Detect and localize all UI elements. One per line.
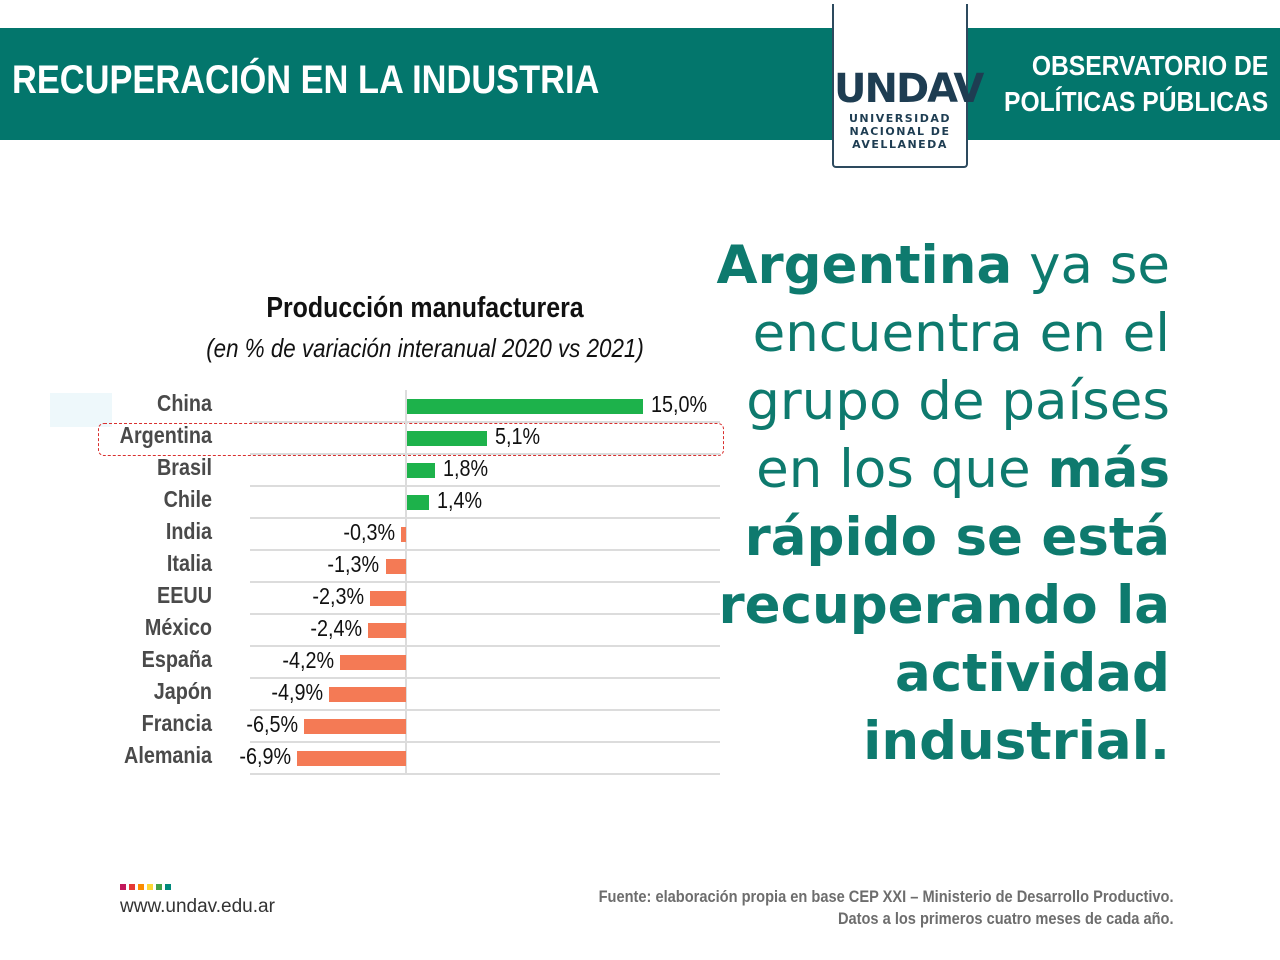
gridline <box>250 613 720 615</box>
value-label: -2,3% <box>312 583 364 609</box>
bar-brasil <box>407 463 436 478</box>
headline-bold-1: Argentina <box>716 235 1013 296</box>
headline-bold-2: más rápido se está recuperando la activi… <box>718 439 1170 772</box>
value-label: -1,3% <box>327 551 380 577</box>
website-url[interactable]: www.undav.edu.ar <box>120 896 275 917</box>
value-label: 15,0% <box>651 391 708 417</box>
observatorio-line-2: POLÍTICAS PÚBLICAS <box>1003 86 1268 117</box>
brand-dot <box>147 884 153 890</box>
value-label: 1,8% <box>443 455 489 481</box>
category-label: Italia <box>166 550 212 576</box>
value-label: -6,9% <box>239 743 292 769</box>
gridline <box>250 421 720 423</box>
value-label: 1,4% <box>437 487 483 513</box>
category-label: EEUU <box>157 582 212 608</box>
undav-logo: UNDAV UNIVERSIDAD NACIONAL DE AVELLANEDA <box>832 4 984 168</box>
bar-italia <box>385 559 406 574</box>
category-label: China <box>157 390 212 416</box>
bar-china <box>407 399 643 414</box>
highlight-tint <box>50 393 112 427</box>
logo-line-2: NACIONAL DE <box>849 125 951 138</box>
header-banner <box>0 28 1280 140</box>
value-label: -0,3% <box>343 519 396 545</box>
bar-japón <box>328 687 406 702</box>
gridline <box>250 581 720 583</box>
logo-line-1: UNIVERSIDAD <box>848 112 952 125</box>
bar-francia <box>303 719 406 734</box>
chart-subtitle: (en % de variación interanual 2020 vs 20… <box>206 333 644 363</box>
headline-text: ya se encuentra en el grupo de países en… <box>746 235 1170 500</box>
brand-dot <box>120 884 126 890</box>
brand-dot <box>165 884 171 890</box>
bar-chile <box>407 495 430 510</box>
category-label: Argentina <box>119 422 212 448</box>
value-label: -6,5% <box>246 711 298 737</box>
gridline <box>250 453 720 455</box>
source-note: Fuente: elaboración propia en base CEP X… <box>599 886 1174 930</box>
value-label: -2,4% <box>310 615 363 641</box>
brand-dot <box>138 884 144 890</box>
source-line-2: Datos a los primeros cuatro meses de cad… <box>838 909 1174 928</box>
value-label: 5,1% <box>495 423 541 449</box>
bar-eeuu <box>369 591 406 606</box>
value-label: -4,2% <box>282 647 334 673</box>
category-label: México <box>144 614 212 640</box>
bar-alemania <box>297 751 406 766</box>
category-label: España <box>141 646 212 672</box>
category-label: Chile <box>163 486 212 512</box>
source-line-1: Fuente: elaboración propia en base CEP X… <box>599 887 1174 906</box>
gridline <box>250 517 720 519</box>
value-label: -4,9% <box>271 679 323 705</box>
gridline <box>250 485 720 487</box>
bar-españa <box>339 655 406 670</box>
brand-dot <box>129 884 135 890</box>
logo-wordmark: UNDAV <box>834 66 984 112</box>
category-label: India <box>165 518 212 544</box>
gridline <box>250 741 720 743</box>
category-label: Japón <box>153 678 212 704</box>
chart-title: Producción manufacturera <box>266 292 584 324</box>
gridline <box>250 645 720 647</box>
headline: Argentina ya se encuentra en el grupo de… <box>710 232 1170 776</box>
argentina-highlight-box <box>98 423 724 456</box>
bar-argentina <box>407 431 488 446</box>
gridline <box>250 549 720 551</box>
category-label: Alemania <box>124 742 212 768</box>
gridline <box>250 677 720 679</box>
bar-india <box>401 527 406 542</box>
gridline <box>250 773 720 775</box>
observatorio-title: OBSERVATORIO DE POLÍTICAS PÚBLICAS <box>1004 48 1268 120</box>
gridline <box>250 709 720 711</box>
logo-line-3: AVELLANEDA <box>852 138 948 151</box>
category-label: Francia <box>141 710 212 736</box>
bar-méxico <box>368 623 406 638</box>
observatorio-line-1: OBSERVATORIO DE <box>1031 50 1268 81</box>
page-title: RECUPERACIÓN EN LA INDUSTRIA <box>12 58 600 102</box>
category-label: Brasil <box>157 454 212 480</box>
brand-dot <box>156 884 162 890</box>
brand-dots <box>120 884 171 890</box>
